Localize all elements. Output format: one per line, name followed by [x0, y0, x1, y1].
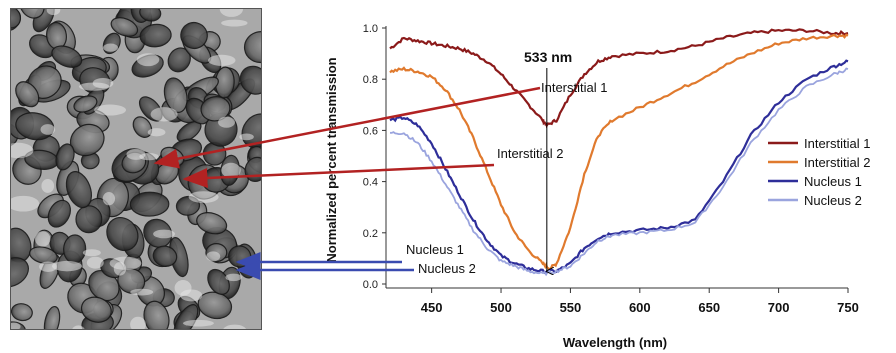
- chart-axes: 0.0 0.2 0.4 0.6 0.8 1.0 450 500 550 600 650 700 750: [363, 23, 859, 315]
- cell-nucleus: [196, 212, 228, 235]
- legend-label: Interstitial 2: [804, 155, 870, 170]
- interstitial-space: [11, 142, 34, 159]
- cell-nucleus: [55, 143, 75, 171]
- interstitial-space: [221, 162, 241, 178]
- cell-nucleus: [19, 9, 45, 19]
- series-line-nucleus-2: [389, 67, 849, 277]
- interstitial-space: [82, 249, 101, 257]
- interstitial-space: [218, 116, 236, 128]
- interstitial-space: [34, 231, 51, 247]
- legend-label: Nucleus 2: [804, 193, 862, 208]
- legend-label: Interstitial 1: [804, 136, 870, 151]
- annotations: 533 nm Interstitial 1 Interstitial 2 Nuc…: [153, 49, 607, 280]
- series-line-interstitial-2: [389, 33, 849, 272]
- y-tick-label: 0.2: [363, 228, 378, 240]
- y-tick-label: 1.0: [363, 23, 378, 35]
- cell-nucleus: [110, 17, 139, 37]
- interstitial-space: [174, 280, 192, 296]
- cell-nucleus: [129, 191, 170, 217]
- interstitial-space: [182, 319, 214, 327]
- interstitial-space: [239, 133, 254, 141]
- legend-label: Nucleus 1: [804, 174, 862, 189]
- y-tick-label: 0.6: [363, 125, 378, 137]
- interstitial-space: [188, 191, 219, 203]
- cell-nucleus: [180, 21, 208, 50]
- interstitial-space: [136, 53, 160, 67]
- interstitial-space: [41, 179, 55, 193]
- cell-nucleus: [80, 296, 112, 323]
- peak-label: 533 nm: [524, 49, 572, 65]
- interstitial-space: [94, 104, 127, 116]
- interstitial-space: [11, 195, 40, 212]
- interstitial-space: [11, 322, 21, 329]
- annotation-interstitial-2: Interstitial 2: [497, 146, 563, 161]
- annotation-nucleus-1: Nucleus 1: [406, 242, 464, 257]
- x-tick-label: 600: [629, 300, 651, 315]
- interstitial-space: [130, 288, 154, 296]
- annotation-interstitial-1: Interstitial 1: [541, 80, 607, 95]
- series-line-interstitial-1: [389, 28, 849, 129]
- interstitial-space: [147, 128, 166, 137]
- interstitial-space: [102, 191, 116, 206]
- cell-nucleus: [132, 116, 153, 138]
- interstitial-space: [40, 124, 56, 135]
- cell-nucleus: [29, 246, 58, 265]
- interstitial-space: [223, 324, 247, 329]
- cell-nucleus: [73, 95, 98, 113]
- legend: Interstitial 1 Interstitial 2 Nucleus 1 Nuc…: [768, 136, 870, 208]
- cell-nucleus: [152, 245, 178, 267]
- interstitial-space: [130, 316, 146, 329]
- y-tick-label: 0.4: [363, 177, 378, 189]
- y-axis-title: Normalized percent transmission: [324, 57, 339, 262]
- interstitial-space: [78, 82, 110, 91]
- x-axis-title: Wavelength (nm): [563, 335, 667, 350]
- interstitial-space: [39, 261, 57, 272]
- x-tick-label: 750: [837, 300, 859, 315]
- x-tick-label: 500: [490, 300, 512, 315]
- interstitial-space: [72, 325, 85, 329]
- annotation-nucleus-2: Nucleus 2: [418, 261, 476, 276]
- interstitial-space: [208, 54, 236, 66]
- cell-nucleus: [75, 205, 103, 234]
- y-tick-label: 0.8: [363, 74, 378, 86]
- interstitial-space: [52, 260, 83, 272]
- cell-nucleus: [243, 31, 261, 64]
- cell-nucleus: [163, 77, 188, 113]
- cell-nucleus: [239, 65, 261, 95]
- interstitial-space: [150, 107, 178, 122]
- cell-nucleus: [200, 96, 231, 122]
- cell-nucleus: [11, 9, 22, 29]
- interstitial-space: [153, 229, 175, 239]
- cell-nucleus: [65, 171, 93, 209]
- cell-nucleus: [106, 217, 139, 252]
- interstitial-space: [46, 9, 61, 16]
- cell-nucleus: [47, 199, 71, 228]
- cell-nucleus: [11, 303, 33, 322]
- x-tick-label: 450: [421, 300, 443, 315]
- cell-nucleus: [139, 23, 172, 48]
- y-tick-label: 0.0: [363, 279, 378, 291]
- cell-nucleus: [139, 9, 162, 22]
- interstitial-space: [86, 256, 104, 269]
- x-tick-label: 700: [768, 300, 790, 315]
- micrograph-image: [11, 9, 261, 329]
- x-tick-label: 650: [698, 300, 720, 315]
- interstitial-space: [206, 251, 221, 262]
- interstitial-space: [103, 43, 119, 52]
- interstitial-space: [109, 256, 142, 270]
- cell-nucleus: [11, 257, 29, 288]
- cell-nucleus: [43, 305, 61, 329]
- arrow-interstitial-2: [182, 163, 495, 188]
- cell-nucleus: [117, 267, 146, 294]
- histology-micrograph: [10, 8, 262, 330]
- cell-nucleus: [51, 45, 83, 68]
- cell-nucleus: [15, 81, 40, 108]
- arrow-interstitial-1: [153, 86, 541, 169]
- interstitial-space: [219, 9, 244, 17]
- interstitial-space: [221, 19, 248, 27]
- x-tick-label: 550: [560, 300, 582, 315]
